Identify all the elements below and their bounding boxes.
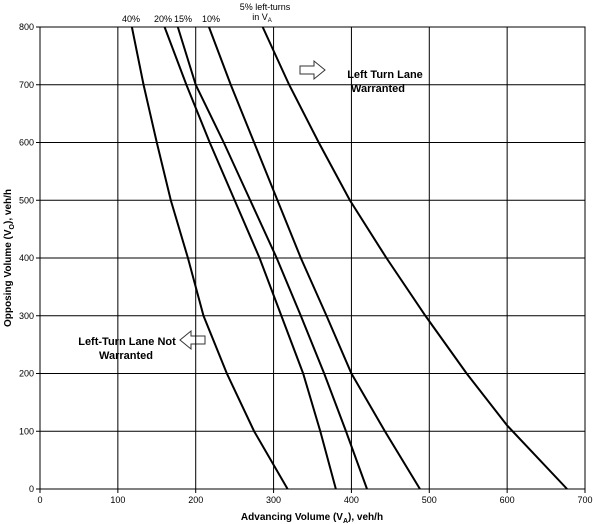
x-tick-label: 500 bbox=[422, 495, 437, 505]
y-tick-label: 400 bbox=[19, 253, 34, 263]
annotation: Warranted bbox=[99, 350, 153, 362]
x-axis-title-part: ), veh/h bbox=[348, 512, 383, 523]
x-tick-label: 200 bbox=[188, 495, 203, 505]
curve-note-part: A bbox=[268, 18, 272, 24]
curve-label: 40% bbox=[122, 14, 140, 24]
arrow-right bbox=[299, 59, 326, 81]
y-axis-title: Opposing Volume (VO), veh/h bbox=[3, 189, 16, 327]
x-tick-label: 700 bbox=[577, 495, 592, 505]
y-tick-label: 0 bbox=[29, 484, 34, 494]
curve-label: 5% left-turns bbox=[240, 2, 291, 12]
y-axis-title-part: O bbox=[9, 223, 16, 229]
curve-note-part: in V bbox=[252, 12, 268, 22]
curve bbox=[176, 26, 368, 490]
curve-label: 20% bbox=[154, 14, 172, 24]
y-tick-label: 700 bbox=[19, 80, 34, 90]
curve-label: 10% bbox=[202, 14, 220, 24]
x-tick-label: 100 bbox=[110, 495, 125, 505]
curve-note: in VA bbox=[252, 12, 272, 24]
x-tick-label: 300 bbox=[266, 495, 281, 505]
curve bbox=[130, 26, 289, 490]
y-axis-title-part: Opposing Volume (V bbox=[3, 229, 14, 327]
x-axis-title: Advancing Volume (VA), veh/h bbox=[241, 512, 383, 524]
curve bbox=[163, 26, 337, 490]
y-tick-label: 100 bbox=[19, 426, 34, 436]
curve bbox=[261, 26, 568, 490]
x-tick-label: 0 bbox=[37, 495, 42, 505]
y-tick-label: 200 bbox=[19, 369, 34, 379]
curve-label: 15% bbox=[174, 14, 192, 24]
x-axis-title-part: A bbox=[343, 518, 348, 524]
annotation: Left-Turn Lane Not bbox=[78, 336, 176, 348]
annotation: Left Turn Lane bbox=[347, 69, 423, 81]
x-tick-label: 600 bbox=[500, 495, 515, 505]
x-axis-title-part: Advancing Volume (V bbox=[241, 512, 343, 523]
annotation: Warranted bbox=[351, 83, 405, 95]
curve bbox=[208, 26, 421, 490]
y-tick-label: 600 bbox=[19, 138, 34, 148]
y-tick-label: 800 bbox=[19, 22, 34, 32]
y-tick-label: 300 bbox=[19, 311, 34, 321]
arrow-left bbox=[179, 329, 206, 351]
y-tick-label: 500 bbox=[19, 195, 34, 205]
x-tick-label: 400 bbox=[344, 495, 359, 505]
y-axis-title-part: ), veh/h bbox=[3, 189, 14, 224]
